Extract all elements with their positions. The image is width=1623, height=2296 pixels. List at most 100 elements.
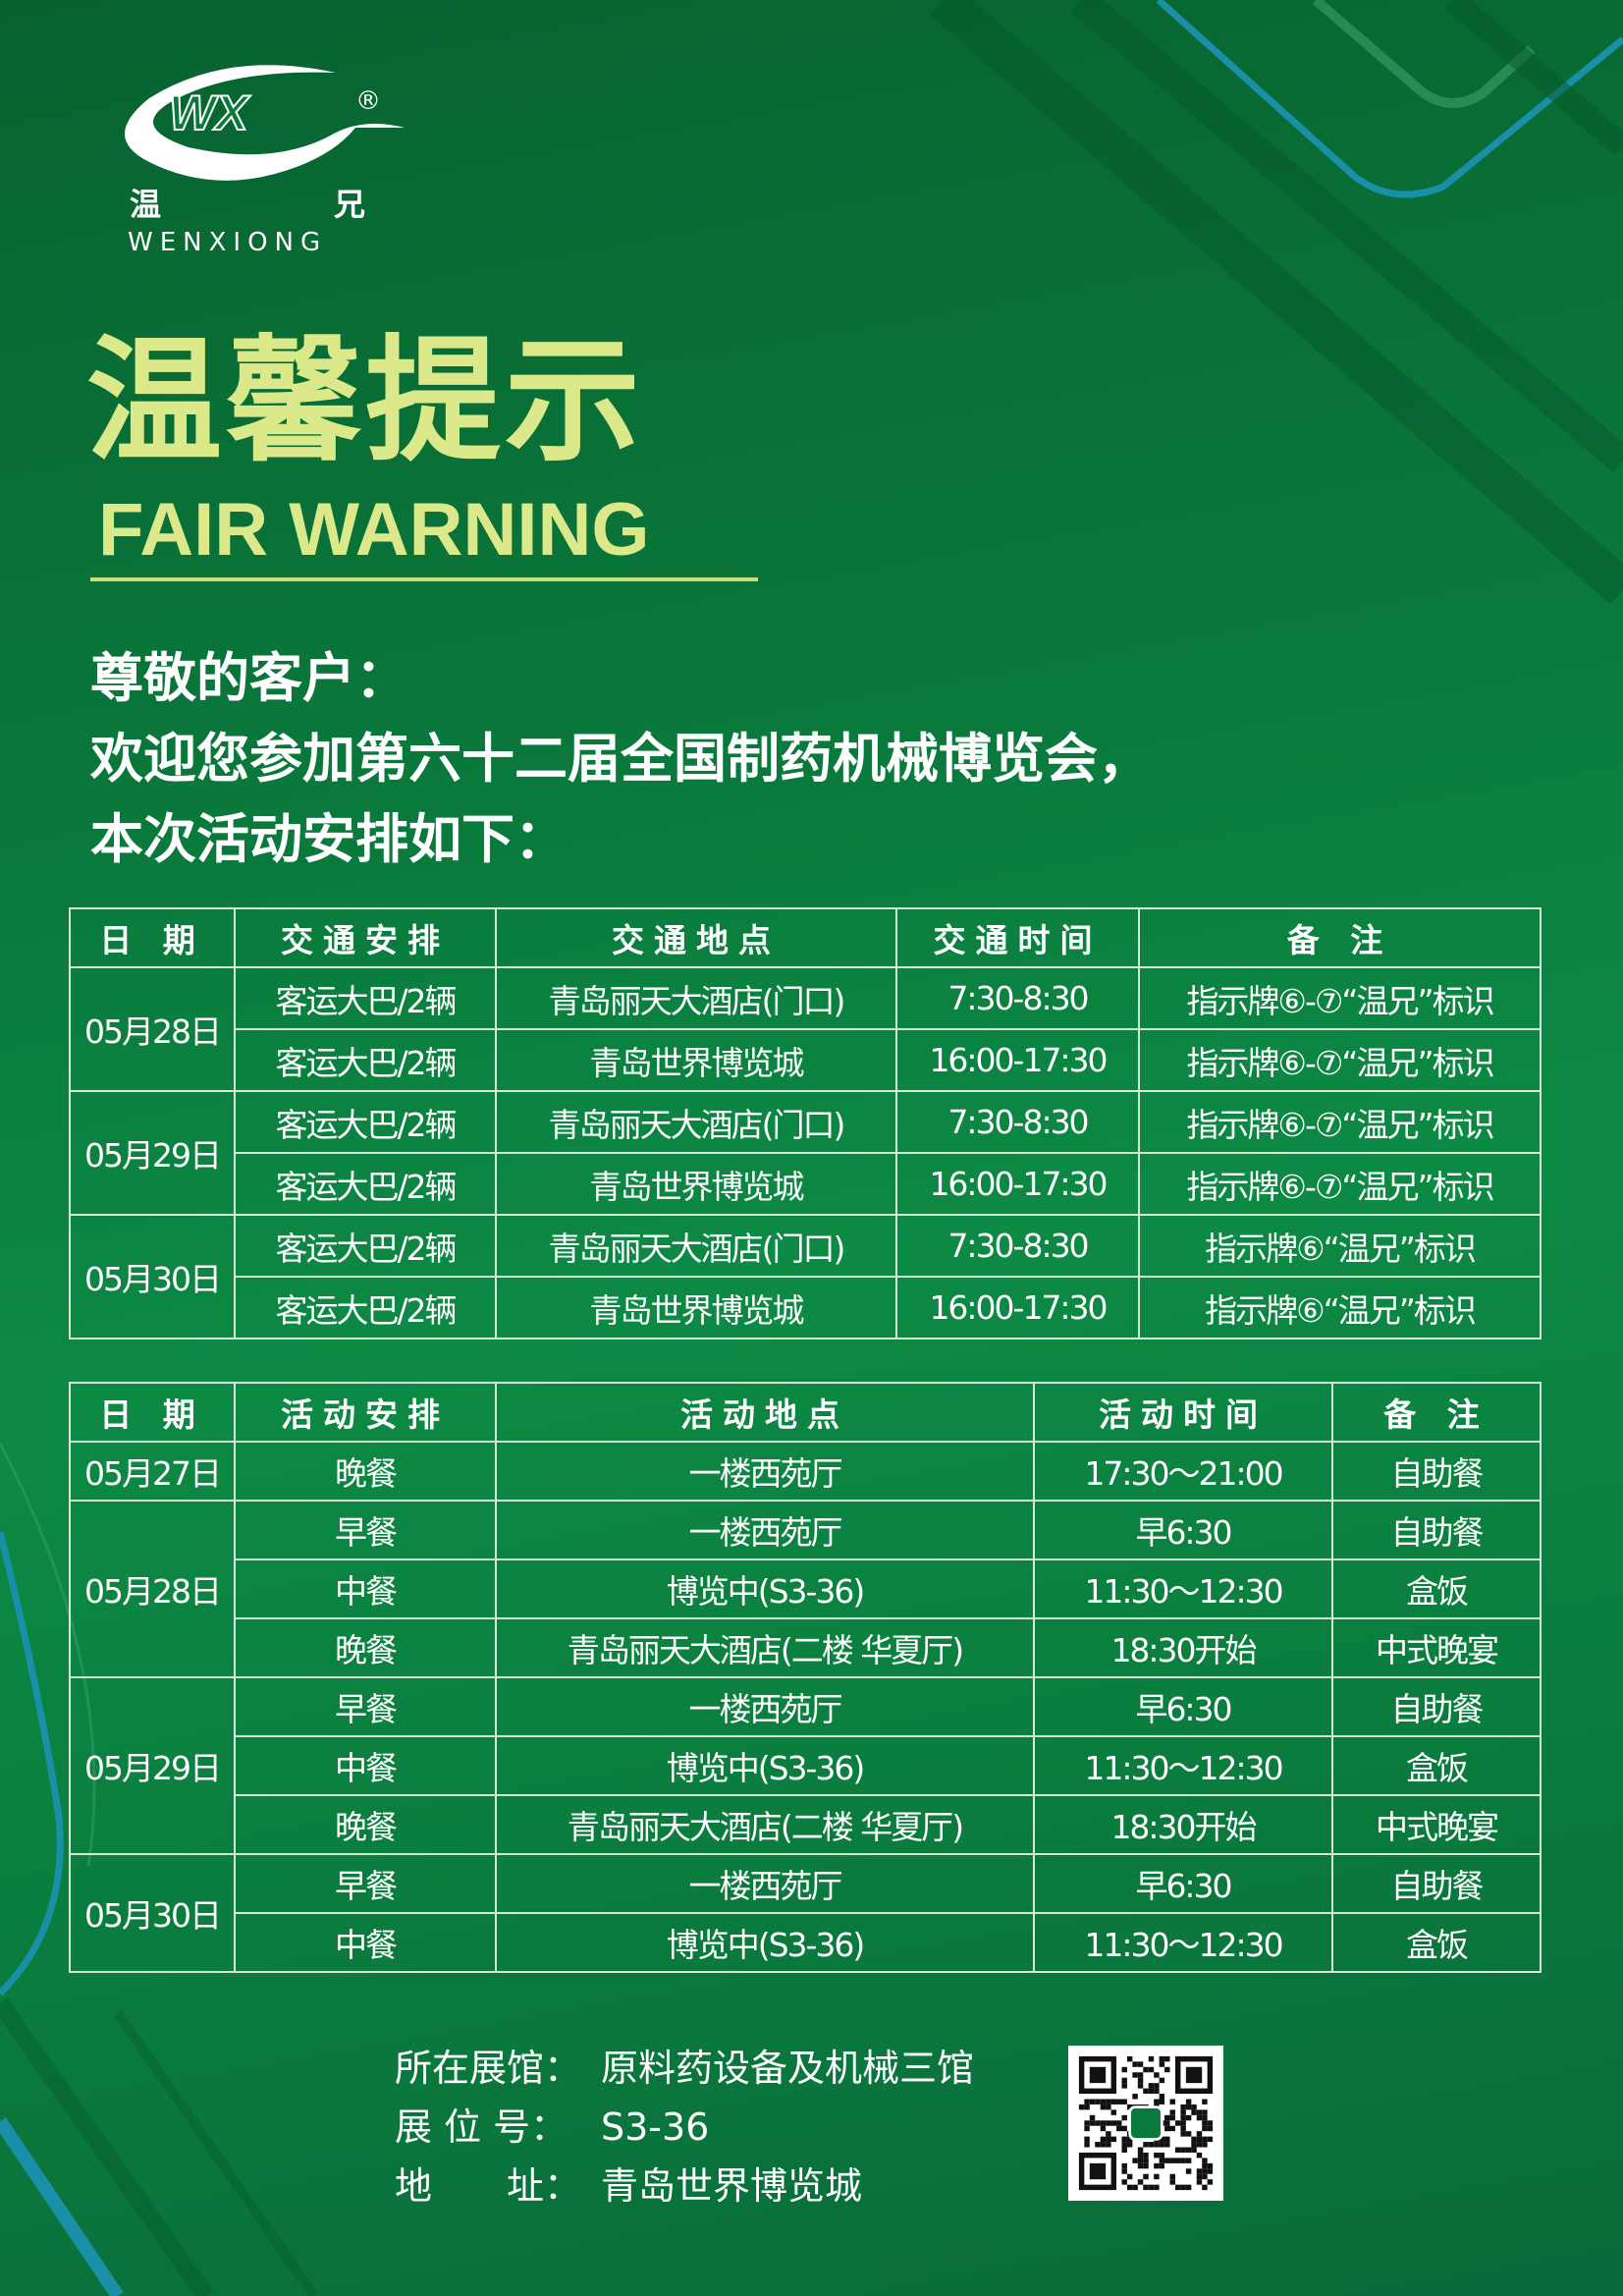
- svg-text:WX: WX: [169, 85, 250, 140]
- table-cell: 早餐: [234, 1500, 497, 1560]
- table-cell: 青岛丽天大酒店(二楼 华夏厅): [495, 1617, 1035, 1678]
- table-row: 05月27日 晚餐 一楼西苑厅 17:30～21:00 自助餐: [69, 1441, 1542, 1502]
- table-cell: 中餐: [234, 1558, 497, 1619]
- info-row: 地 址： 青岛世界博览城: [395, 2157, 974, 2215]
- table-cell: 青岛丽天大酒店(门口): [495, 1090, 897, 1154]
- table-cell: 16:00-17:30: [895, 1028, 1140, 1092]
- table-cell: 早6:30: [1033, 1853, 1333, 1914]
- table-cell: 16:00-17:30: [895, 1276, 1140, 1339]
- table-cell: 早6:30: [1033, 1500, 1333, 1560]
- table-row: 05月28日 早餐 一楼西苑厅 早6:30 自助餐: [69, 1500, 1542, 1678]
- table-cell: 博览中(S3-36): [495, 1912, 1035, 1973]
- info-row: 所在展馆： 原料药设备及机械三馆: [395, 2039, 974, 2098]
- date-cell: 05月28日: [69, 966, 236, 1092]
- table-row: 05月30日 客运大巴/2辆 青岛丽天大酒店(门口) 7:30-8:30 指示牌⑥“温兄…: [69, 1214, 1542, 1339]
- qr-code-icon[interactable]: [1068, 2046, 1223, 2201]
- table-row: 晚餐 青岛丽天大酒店(二楼 华夏厅) 18:30开始 中式晚宴: [70, 1617, 1542, 1678]
- table-cell: 指示牌⑥-⑦“温兄”标识: [1138, 1090, 1542, 1154]
- table-cell: 自助餐: [1331, 1676, 1542, 1737]
- table-cell: 客运大巴/2辆: [234, 1214, 497, 1278]
- table-cell: 青岛丽天大酒店(二楼 华夏厅): [495, 1794, 1035, 1855]
- table-cell: 客运大巴/2辆: [234, 1152, 497, 1216]
- wenxiong-logo: WX: [125, 65, 405, 181]
- info-label: 地 址：: [395, 2164, 582, 2208]
- table-row: 晚餐 青岛丽天大酒店(二楼 华夏厅) 18:30开始 中式晚宴: [70, 1794, 1542, 1855]
- column-header: 交通地点: [495, 907, 897, 968]
- column-header: 活动时间: [1033, 1382, 1333, 1443]
- table-cell: 博览中(S3-36): [495, 1558, 1035, 1619]
- column-header: 活动安排: [234, 1382, 497, 1443]
- table-cell: 早餐: [234, 1676, 497, 1737]
- table-cell: 16:00-17:30: [895, 1152, 1140, 1216]
- table-cell: 晚餐: [234, 1794, 497, 1855]
- table-cell: 指示牌⑥-⑦“温兄”标识: [1138, 1028, 1542, 1092]
- info-value: 原料药设备及机械三馆: [601, 2047, 975, 2090]
- date-cell: 05月27日: [69, 1441, 236, 1502]
- date-cell: 05月29日: [69, 1090, 236, 1216]
- table-cell: 晚餐: [234, 1441, 497, 1502]
- table-row: 中餐 博览中(S3-36) 11:30～12:30 盒饭: [70, 1912, 1542, 1973]
- info-label: 所在展馆：: [395, 2047, 582, 2090]
- table-row: 中餐 博览中(S3-36) 11:30～12:30 盒饭: [70, 1558, 1542, 1619]
- greeting: 尊敬的客户： 欢迎您参加第六十二届全国制药机械博览会， 本次活动安排如下：: [90, 638, 1151, 880]
- table-cell: 客运大巴/2辆: [234, 1028, 497, 1092]
- table-cell: 11:30～12:30: [1033, 1912, 1333, 1973]
- table-cell: 早6:30: [1033, 1676, 1333, 1737]
- table-cell: 指示牌⑥“温兄”标识: [1138, 1276, 1542, 1339]
- table-cell: 指示牌⑥-⑦“温兄”标识: [1138, 966, 1542, 1030]
- table-cell: 客运大巴/2辆: [234, 966, 497, 1030]
- table-cell: 早餐: [234, 1853, 497, 1914]
- table-cell: 11:30～12:30: [1033, 1558, 1333, 1619]
- table-cell: 11:30～12:30: [1033, 1735, 1333, 1796]
- table-cell: 中式晚宴: [1331, 1617, 1542, 1678]
- page-title: 温馨提示: [86, 322, 645, 480]
- table-cell: 中式晚宴: [1331, 1794, 1542, 1855]
- table-cell: 青岛丽天大酒店(门口): [495, 1214, 897, 1278]
- table-row: 客运大巴/2辆 青岛世界博览城 16:00-17:30 指示牌⑥-⑦“温兄”标识: [70, 1152, 1542, 1216]
- booth-info: 所在展馆： 原料药设备及机械三馆 展 位 号： S3-36 地 址： 青岛世界博览城: [395, 2039, 974, 2215]
- title-divider: [90, 577, 758, 581]
- date-cell: 05月30日: [69, 1214, 236, 1339]
- logo-char-1: 温: [130, 186, 162, 223]
- table-cell: 青岛世界博览城: [495, 1276, 897, 1339]
- table-cell: 7:30-8:30: [895, 1214, 1140, 1278]
- table-cell: 晚餐: [234, 1617, 497, 1678]
- table-cell: 盒饭: [1331, 1735, 1542, 1796]
- column-header: 活动地点: [495, 1382, 1035, 1443]
- page-subtitle: FAIR WARNING: [98, 488, 650, 572]
- table-row: 客运大巴/2辆 青岛世界博览城 16:00-17:30 指示牌⑥-⑦“温兄”标识: [70, 1028, 1542, 1092]
- table-cell: 客运大巴/2辆: [234, 1276, 497, 1339]
- table-row: 05月29日 早餐 一楼西苑厅 早6:30 自助餐: [69, 1676, 1542, 1855]
- activity-table: 日 期活动安排 活动地点 活动时间备 注 05月27日 晚餐 一楼西苑厅 17:30～21:…: [69, 1382, 1542, 1973]
- table-cell: 指示牌⑥-⑦“温兄”标识: [1138, 1152, 1542, 1216]
- table-row: 客运大巴/2辆 青岛世界博览城 16:00-17:30 指示牌⑥“温兄”标识: [70, 1276, 1542, 1339]
- registered-mark: ®: [355, 86, 381, 116]
- greeting-line: 本次活动安排如下：: [90, 808, 568, 870]
- table-cell: 青岛丽天大酒店(门口): [495, 966, 897, 1030]
- info-label: 展 位 号：: [395, 2105, 568, 2149]
- table-row: 中餐 博览中(S3-36) 11:30～12:30 盒饭: [70, 1735, 1542, 1796]
- table-cell: 青岛世界博览城: [495, 1152, 897, 1216]
- transport-table: 日 期交通安排 交通地点 交通时间备 注 05月28日 客运大巴/2辆 青岛丽天大酒店(门…: [69, 907, 1542, 1339]
- table-cell: 自助餐: [1331, 1441, 1542, 1502]
- table-cell: 盒饭: [1331, 1558, 1542, 1619]
- table-cell: 自助餐: [1331, 1500, 1542, 1560]
- table-row: 05月28日 客运大巴/2辆 青岛丽天大酒店(门口) 7:30-8:30 指示牌⑥-⑦“…: [69, 966, 1542, 1092]
- date-cell: 05月29日: [69, 1676, 236, 1855]
- table-cell: 博览中(S3-36): [495, 1735, 1035, 1796]
- logo-english-name: WENXIONG: [128, 228, 328, 257]
- table-cell: 7:30-8:30: [895, 1090, 1140, 1154]
- table-cell: 中餐: [234, 1912, 497, 1973]
- table-cell: 青岛世界博览城: [495, 1028, 897, 1092]
- table-cell: 自助餐: [1331, 1853, 1542, 1914]
- table-cell: 一楼西苑厅: [495, 1676, 1035, 1737]
- column-header: 日 期: [69, 907, 236, 968]
- table-cell: 7:30-8:30: [895, 966, 1140, 1030]
- greeting-line: 欢迎您参加第六十二届全国制药机械博览会，: [90, 728, 1151, 790]
- logo-char-2: 兄: [333, 186, 365, 223]
- schedule-tables: 日 期交通安排 交通地点 交通时间备 注 05月28日 客运大巴/2辆 青岛丽天大酒店(门…: [69, 907, 1542, 1973]
- logo-chinese-name: 温 兄: [130, 187, 365, 222]
- table-row: 05月30日 早餐 一楼西苑厅 早6:30 自助餐: [69, 1853, 1542, 1973]
- table-cell: 指示牌⑥“温兄”标识: [1138, 1214, 1542, 1278]
- table-cell: 18:30开始: [1033, 1794, 1333, 1855]
